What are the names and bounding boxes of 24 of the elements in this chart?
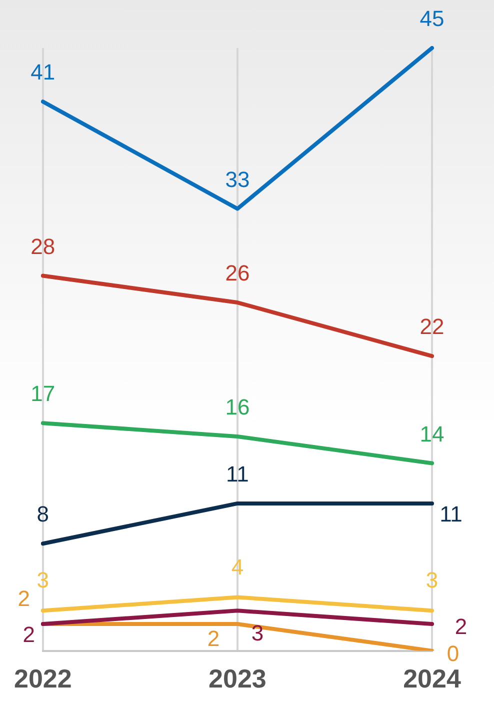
x-tick-label: 2022 [14,664,72,694]
data-label: 28 [30,234,56,259]
data-label: 33 [225,166,250,192]
data-label: 11 [440,502,462,527]
data-label: 11 [226,462,249,487]
data-label: 2 [207,626,220,652]
data-label: 45 [420,6,444,32]
data-label: 26 [225,260,250,286]
x-tick-label: 2023 [208,664,266,694]
data-label: 0 [446,640,460,666]
data-label: 22 [420,314,444,340]
data-label: 14 [420,421,444,446]
data-label: 41 [30,60,56,85]
data-label: 8 [36,502,50,527]
x-tick-label: 2024 [403,664,462,694]
data-label: 16 [225,394,250,420]
data-label: 17 [30,381,56,406]
data-label: 2 [18,586,30,612]
data-label: 3 [251,620,264,646]
data-label: 3 [426,568,438,593]
data-label: 4 [231,554,244,580]
data-label: 2 [22,622,36,648]
data-label: 3 [36,568,50,593]
data-label: 2 [454,614,468,640]
